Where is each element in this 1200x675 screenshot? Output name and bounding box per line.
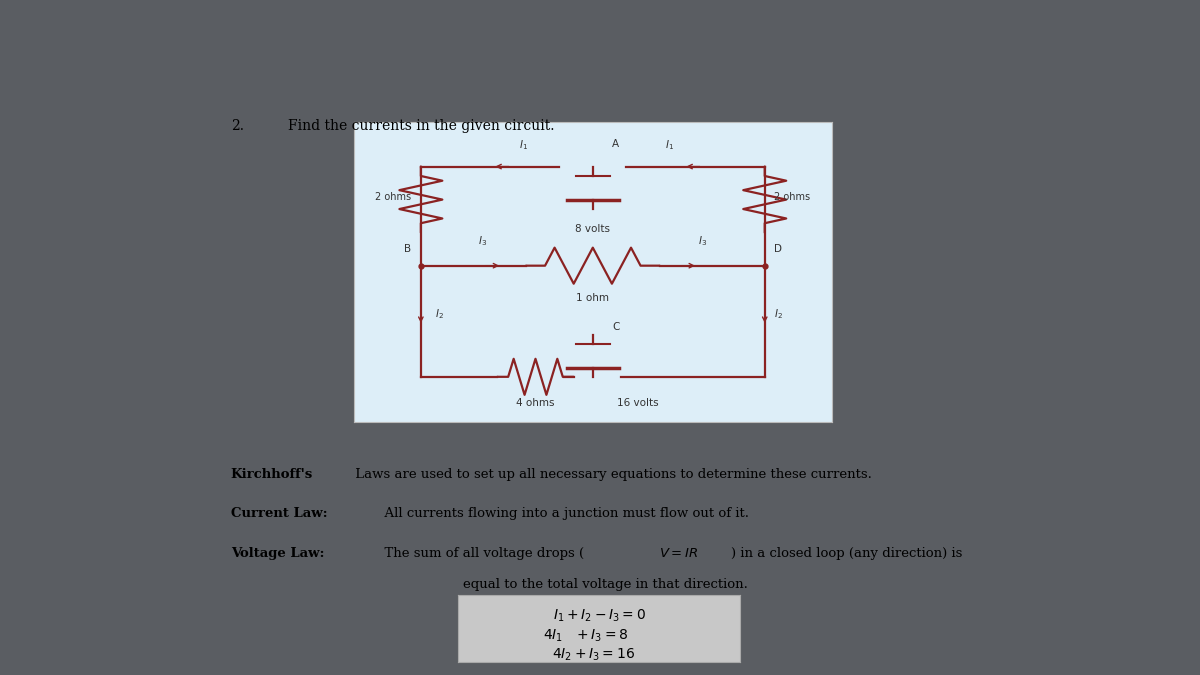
Text: 8 volts: 8 volts xyxy=(575,223,611,234)
Text: 2 ohms: 2 ohms xyxy=(376,192,412,202)
Text: ) in a closed loop (any direction) is: ) in a closed loop (any direction) is xyxy=(731,547,962,560)
Text: 1 ohm: 1 ohm xyxy=(576,293,610,302)
Text: Laws are used to set up all necessary equations to determine these currents.: Laws are used to set up all necessary eq… xyxy=(352,468,872,481)
Text: $I_3$: $I_3$ xyxy=(479,234,487,248)
Text: $I_1 + I_2 - I_3 = 0$: $I_1 + I_2 - I_3 = 0$ xyxy=(553,608,646,624)
Text: 16 volts: 16 volts xyxy=(617,398,659,408)
Text: Voltage Law:: Voltage Law: xyxy=(230,547,324,560)
Text: equal to the total voltage in that direction.: equal to the total voltage in that direc… xyxy=(463,578,748,591)
Text: $I_1$: $I_1$ xyxy=(520,138,528,151)
Text: C: C xyxy=(612,322,619,332)
Text: D: D xyxy=(774,244,782,254)
Text: All currents flowing into a junction must flow out of it.: All currents flowing into a junction mus… xyxy=(376,507,749,520)
Text: $I_1$: $I_1$ xyxy=(665,138,673,151)
Text: B: B xyxy=(404,244,412,254)
Text: Find the currents in the given circuit.: Find the currents in the given circuit. xyxy=(288,119,554,133)
Text: $I_2$: $I_2$ xyxy=(436,307,444,321)
Text: $4I_1 \;\;\; + I_3 = 8$: $4I_1 \;\;\; + I_3 = 8$ xyxy=(542,627,628,643)
Text: The sum of all voltage drops (: The sum of all voltage drops ( xyxy=(376,547,584,560)
Text: $I_2$: $I_2$ xyxy=(774,307,784,321)
Text: Current Law:: Current Law: xyxy=(230,507,328,520)
Text: $I_3$: $I_3$ xyxy=(698,234,707,248)
Text: Kirchhoff's: Kirchhoff's xyxy=(230,468,313,481)
Text: 4 ohms: 4 ohms xyxy=(516,398,554,408)
Text: $V = IR$: $V = IR$ xyxy=(659,547,698,560)
Text: $4I_2 + I_3 = 16$: $4I_2 + I_3 = 16$ xyxy=(552,647,635,664)
Text: A: A xyxy=(612,138,619,148)
Text: 2 ohms: 2 ohms xyxy=(774,192,810,202)
Text: 2.: 2. xyxy=(230,119,244,133)
